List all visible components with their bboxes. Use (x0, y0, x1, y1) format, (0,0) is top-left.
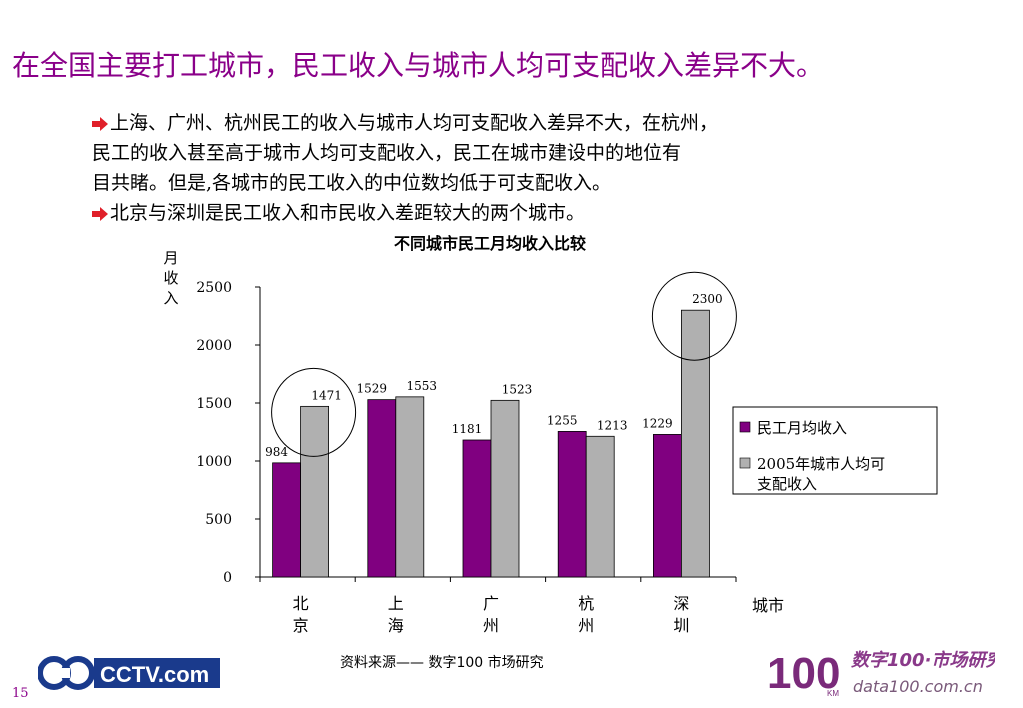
y-tick-label: 0 (223, 570, 232, 586)
bar-workers (653, 434, 682, 578)
y-tick-label: 500 (205, 512, 232, 528)
y-tick-label: 1000 (196, 454, 232, 470)
y-tick-label: 2500 (196, 280, 232, 296)
y-axis-label-char: 收 (163, 269, 178, 287)
data-label: 2300 (692, 292, 723, 306)
data-label: 1523 (502, 382, 533, 396)
y-axis-label-char: 月 (163, 249, 178, 267)
page-title: 在全国主要打工城市，民工收入与城市人均可支配收入差异不大。 (12, 49, 825, 82)
bullet-text: 民工的收入甚至高于城市人均可支配收入，民工在城市建设中的地位有 (92, 142, 682, 164)
x-tick-label-char: 州 (578, 616, 594, 635)
data-label: 1181 (452, 422, 483, 436)
x-axis-label: 城市 (752, 596, 784, 615)
x-tick-label-char: 州 (483, 616, 499, 635)
bullet-list: 上海、广州、杭州民工的收入与城市人均可支配收入差异不大，在杭州， 民工的收入甚至… (92, 108, 922, 228)
data-label: 1529 (357, 382, 388, 396)
svg-text:100: 100 (767, 649, 840, 698)
bar-workers (272, 462, 302, 578)
highlight-circle (271, 367, 357, 457)
bar-city (395, 396, 425, 578)
legend-label: 支配收入 (757, 475, 817, 493)
data100-logo: 100 KM 数字100·市场研究 data100.com.cn (767, 649, 995, 698)
bullet-1-line-2: 民工的收入甚至高于城市人均可支配收入，民工在城市建设中的地位有 (92, 138, 922, 168)
bullet-text: 目共睹。但是,各城市的民工收入的中位数均低于可支配收入。 (92, 172, 612, 194)
bullet-2-line-1: 北京与深圳是民工收入和市民收入差距较大的两个城市。 (92, 198, 922, 228)
page-number: 15 (12, 686, 29, 701)
cctv-logo: CCTV.com (38, 656, 220, 690)
bullet-text: 北京与深圳是民工收入和市民收入差距较大的两个城市。 (110, 202, 586, 224)
legend-swatch (739, 421, 751, 433)
data-label: 984 (265, 445, 288, 459)
y-tick-label: 1500 (196, 396, 232, 412)
bullet-1-line-3: 目共睹。但是,各城市的民工收入的中位数均低于可支配收入。 (92, 168, 922, 198)
x-tick-label-char: 上 (388, 594, 404, 613)
x-tick-label-char: 杭 (578, 594, 594, 613)
legend-label: 2005年城市人均可 (757, 455, 885, 473)
data-label: 1213 (597, 418, 628, 432)
x-tick-label-char: 深 (673, 594, 689, 613)
red-arrow-icon (92, 207, 108, 221)
y-tick-label: 2000 (196, 338, 232, 354)
data-label: 1229 (642, 416, 673, 430)
bar-city (681, 309, 710, 578)
chart-title: 不同城市民工月均收入比较 (394, 234, 586, 253)
x-tick-label-char: 圳 (673, 616, 689, 635)
y-axis-label-char: 入 (163, 289, 178, 307)
highlight-circle (651, 271, 737, 361)
data-label: 1471 (311, 388, 342, 402)
x-tick-label-char: 北 (293, 594, 309, 613)
bar-workers (367, 399, 397, 578)
red-arrow-icon (92, 117, 108, 131)
legend-label: 民工月均收入 (757, 419, 847, 437)
x-tick-label-char: 京 (293, 616, 309, 635)
legend-swatch (739, 457, 751, 469)
bar-city (585, 435, 615, 578)
bar-workers (557, 431, 587, 578)
source-note: 资料来源—— 数字100 市场研究 (340, 655, 544, 671)
svg-text:CCTV.com: CCTV.com (100, 662, 209, 687)
data-label: 1553 (407, 379, 438, 393)
bullet-text: 上海、广州、杭州民工的收入与城市人均可支配收入差异不大，在杭州， (110, 112, 719, 134)
legend-box (732, 406, 938, 495)
bullet-1-line-1: 上海、广州、杭州民工的收入与城市人均可支配收入差异不大，在杭州， (92, 108, 922, 138)
svg-text:数字100·市场研究: 数字100·市场研究 (851, 650, 995, 671)
bar-workers (462, 439, 492, 578)
data-label: 1255 (547, 413, 578, 427)
x-tick-label-char: 广 (483, 594, 499, 613)
bar-city (490, 399, 520, 578)
svg-text:KM: KM (827, 689, 839, 698)
svg-text:data100.com.cn: data100.com.cn (853, 677, 983, 696)
x-tick-label-char: 海 (388, 616, 404, 635)
bar-city (300, 405, 330, 578)
